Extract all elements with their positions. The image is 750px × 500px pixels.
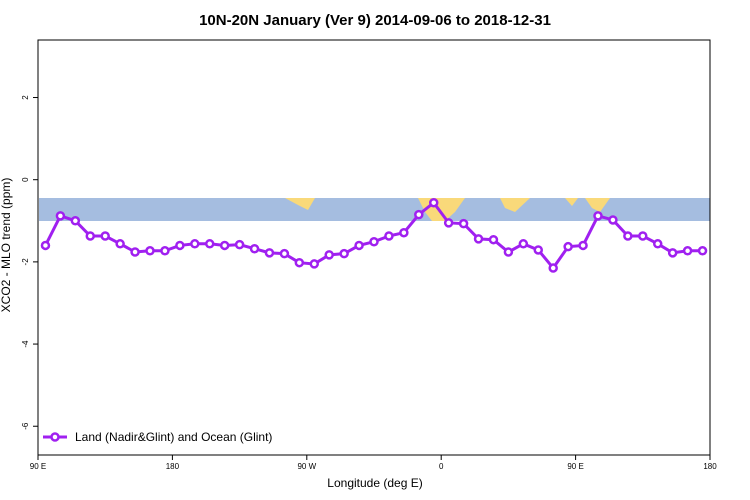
data-point [488,234,499,245]
data-point [428,197,439,208]
data-point [160,246,170,256]
x-tick-label: 90 E [30,462,46,471]
data-point [264,248,275,258]
y-axis-label: XCO2 - MLO trend (ppm) [0,178,13,313]
y-tick-label: -2 [21,258,30,266]
data-point [503,247,514,257]
data-point [294,257,305,268]
data-point [518,239,529,249]
data-point [667,248,678,258]
data-point [175,240,185,251]
data-point [204,239,215,249]
data-point [324,250,334,260]
data-point [249,243,260,254]
data-point [190,239,200,249]
data-point [55,211,66,221]
data-point [85,231,96,241]
data-point [234,239,245,250]
data-point [623,231,633,241]
legend-label: Land (Nadir&Glint) and Ocean (Glint) [75,430,272,444]
data-point [219,240,230,251]
data-point [682,246,693,256]
data-point [697,246,708,256]
data-point [339,248,349,259]
data-point [443,218,454,228]
x-tick-label: 180 [703,462,717,471]
data-point [309,259,320,269]
data-point [593,211,603,221]
data-point [100,231,110,241]
x-tick-label: 0 [439,462,444,471]
data-point [70,216,81,226]
x-tick-label: 90 W [297,462,316,471]
data-point [548,263,558,273]
data-point [115,239,125,249]
plot-frame [37,39,711,456]
chart-title: 10N-20N January (Ver 9) 2014-09-06 to 20… [199,12,551,29]
data-point [130,247,140,257]
y-tick-label: 2 [21,95,30,100]
data-point [369,236,379,247]
data-point [354,240,364,251]
data-point [399,227,409,238]
data-point [652,239,663,249]
data-point [145,246,155,256]
y-tick-label: -4 [21,340,30,348]
map-band [39,198,710,221]
data-point [384,231,394,241]
x-axis-label: Longitude (deg E) [327,476,422,490]
data-point [638,231,648,241]
data-point [533,245,544,255]
x-tick-label: 90 E [567,462,583,471]
data-point [563,241,573,252]
y-tick-label: -6 [21,422,30,430]
data-point [473,234,484,244]
data-point [279,248,290,259]
data-point [458,218,469,229]
data-point [578,240,588,251]
data-point [414,209,424,220]
y-tick-label: 0 [21,177,30,182]
legend-marker [50,432,60,442]
data-point [608,215,618,225]
data-point [40,240,51,251]
x-tick-label: 180 [166,462,180,471]
